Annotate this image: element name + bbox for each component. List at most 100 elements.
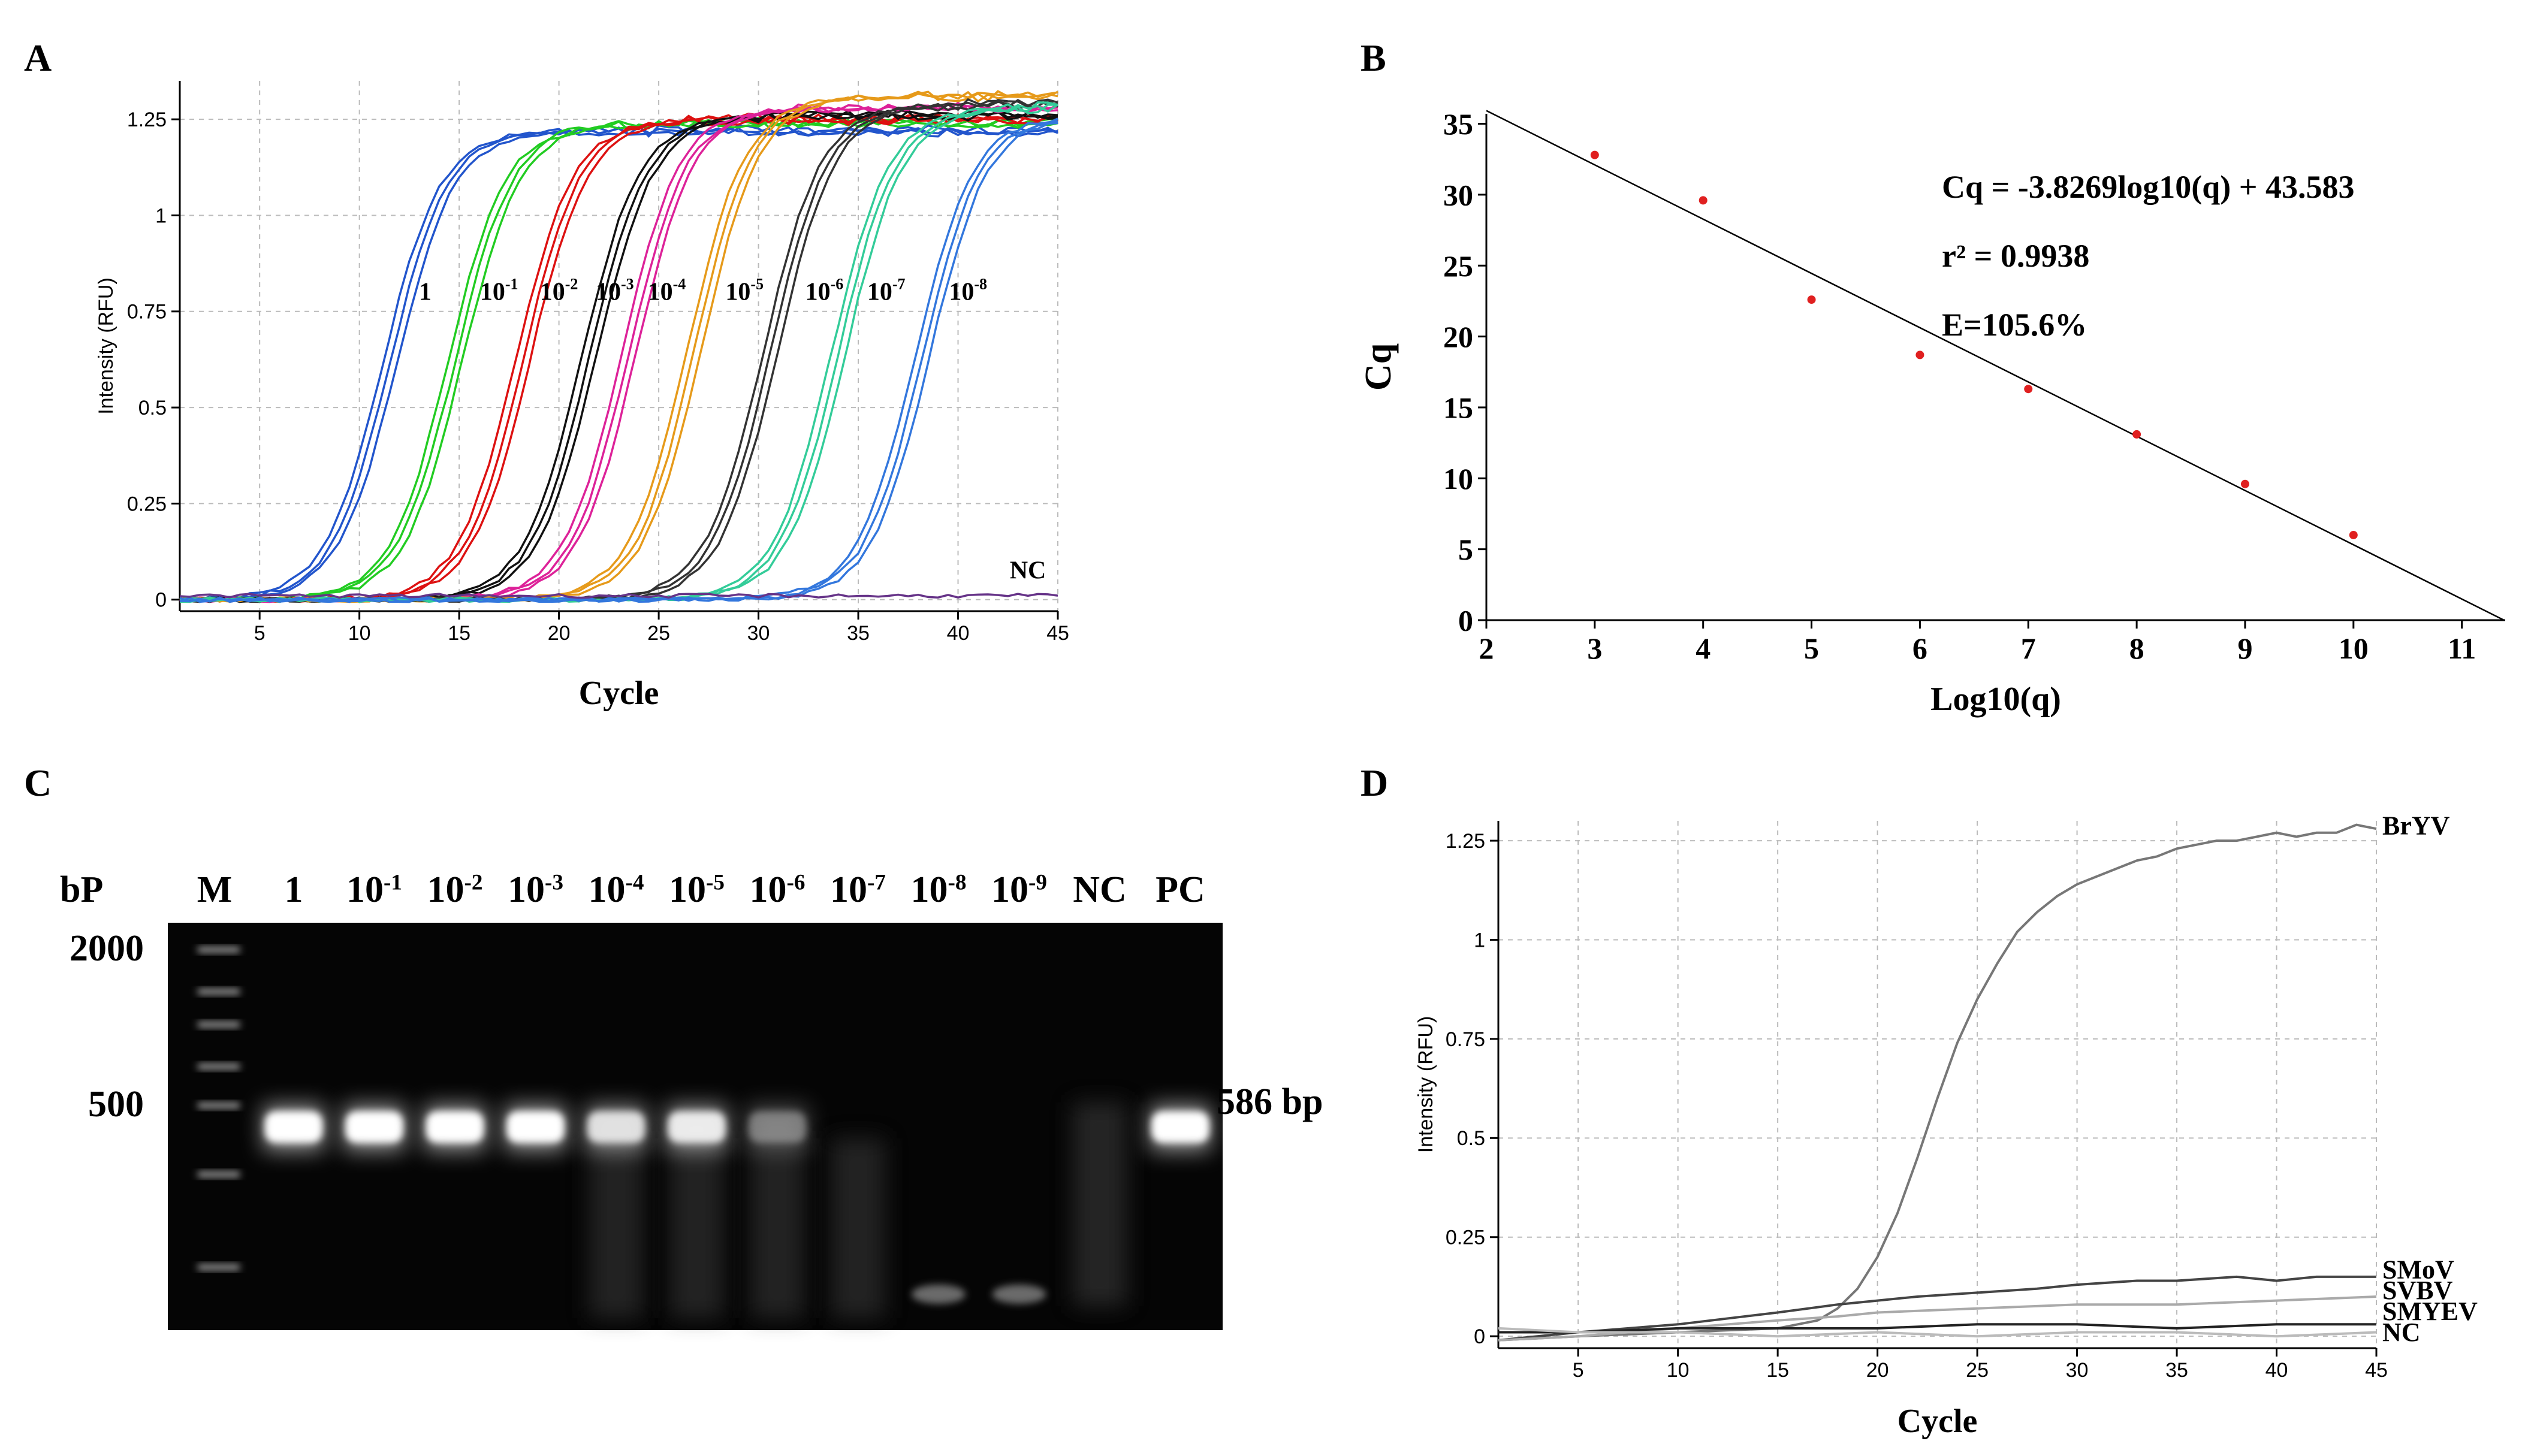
marker-2000-label: 2000 [70, 928, 144, 969]
lane-label: 10-6 [749, 869, 806, 910]
curve-label: 1 [419, 279, 432, 306]
gel-smear [1073, 1102, 1127, 1306]
data-point [1699, 196, 1708, 205]
amplification-curve [179, 104, 1058, 603]
bp-header: bP [60, 869, 104, 910]
x-tick-label: 10 [348, 622, 371, 645]
lane-label: PC [1156, 869, 1205, 910]
gel-smear [589, 1138, 643, 1318]
primer-dimer-band [912, 1285, 966, 1304]
ladder-band [198, 1102, 240, 1108]
amplification-curve [179, 110, 1058, 603]
series-label: NC [2382, 1318, 2421, 1347]
data-point [2024, 385, 2033, 394]
amplification-curve [179, 102, 1058, 603]
gel-band [506, 1111, 565, 1143]
band-size-label: 586 bp [1217, 1082, 1323, 1122]
x-axis-title: Log10(q) [1930, 681, 2061, 718]
ladder-band [198, 947, 240, 953]
ladder-band [198, 1022, 240, 1028]
amplification-curve [1498, 1275, 2376, 1342]
amplification-curve [1498, 1327, 2377, 1338]
series-label: BrYV [2382, 811, 2450, 841]
x-tick-label: 15 [448, 622, 470, 645]
panel-b-standard-curve-chart: 2 3 4 5 6 7 8 9 10 11 0 5 10 15 20 25 30 35 Log10(q) Cq Cq =… [1358, 107, 2505, 718]
lane-label: 10-3 [508, 869, 563, 910]
y-tick-label: 5 [1458, 533, 1473, 566]
series-label: SMoV [2382, 1255, 2454, 1285]
curve-label: 10-8 [949, 276, 987, 306]
x-tick-label: 5 [1573, 1359, 1584, 1382]
data-point [1807, 295, 1816, 304]
amplification-curve [179, 98, 1058, 603]
amplification-curve [179, 117, 1058, 603]
curve-label: 10-7 [867, 276, 906, 306]
amplification-curve [179, 112, 1058, 603]
gel-band [345, 1111, 403, 1143]
y-axis-title: Intensity (RFU) [95, 277, 117, 415]
curve-label: 10-2 [540, 276, 578, 306]
curve-label: 10-4 [648, 276, 686, 306]
data-point [2349, 530, 2358, 539]
amplification-curve [179, 116, 1058, 602]
x-tick-label: 25 [1966, 1359, 1989, 1382]
x-tick-label: 30 [2066, 1359, 2089, 1382]
gel-band [426, 1111, 484, 1143]
y-tick-label: 1 [1474, 929, 1485, 951]
y-tick-label: 0.75 [127, 301, 167, 324]
amplification-curve [179, 90, 1058, 603]
x-tick-label: 35 [2165, 1359, 2188, 1382]
x-tick-label: 3 [1587, 632, 1602, 665]
series-label: SMYEV [2382, 1297, 2478, 1326]
panel-letter-b: B [1360, 37, 1386, 79]
amplification-curve [179, 104, 1058, 603]
ladder-band [198, 1171, 240, 1177]
amplification-curve [179, 101, 1058, 603]
data-point [1590, 150, 1599, 159]
y-tick-label: 0.75 [1446, 1028, 1485, 1051]
amplification-curve [1498, 823, 2377, 1342]
lane-label: 1 [284, 869, 303, 910]
gel-smear [831, 1138, 885, 1318]
x-axis-title: Cycle [579, 675, 659, 712]
y-tick-label: 0 [1474, 1325, 1485, 1348]
x-tick-label: 45 [1046, 622, 1069, 645]
curve-label: 10-5 [725, 276, 764, 306]
x-tick-label: 5 [254, 622, 266, 645]
y-tick-label: 0 [1458, 604, 1473, 638]
lane-label: 10-5 [669, 869, 725, 910]
y-tick-label: 0.25 [1446, 1227, 1485, 1249]
ladder-band [198, 1064, 240, 1070]
ladder-lane-label: M [197, 869, 233, 910]
x-tick-label: 8 [2129, 632, 2144, 665]
equation-annotation: r² = 0.9938 [1942, 238, 2089, 274]
y-tick-label: 15 [1443, 391, 1473, 424]
amplification-curve [179, 108, 1058, 603]
y-tick-label: 20 [1443, 320, 1473, 354]
x-tick-label: 45 [2365, 1359, 2388, 1382]
panel-letter-a: A [24, 37, 52, 79]
x-tick-label: 15 [1766, 1359, 1789, 1382]
panel-letter-c: C [24, 762, 52, 804]
y-tick-label: 1.25 [1446, 830, 1485, 853]
x-axis-title: Cycle [1897, 1403, 1978, 1440]
gel-image [168, 923, 1223, 1330]
x-tick-label: 40 [2265, 1359, 2288, 1382]
data-point [2132, 430, 2141, 439]
amplification-curve [179, 90, 1058, 603]
y-axis-title: Intensity (RFU) [1414, 1016, 1437, 1153]
amplification-curve [179, 117, 1058, 603]
amplification-curve [179, 98, 1058, 603]
x-tick-label: 4 [1696, 632, 1711, 665]
x-tick-label: 9 [2237, 632, 2252, 665]
ladder-band [198, 989, 240, 995]
lane-label: 10-8 [910, 869, 967, 910]
panel-d-specificity-chart: 5 10 15 20 25 30 35 40 45 0 0.25 0.5 0.75 1 1.25 Cycle I… [1414, 811, 2478, 1440]
curve-label: NC [1010, 557, 1046, 584]
y-axis-title: Cq [1358, 343, 1399, 391]
equation-annotation: E=105.6% [1942, 307, 2087, 343]
amplification-curve [179, 110, 1058, 603]
gel-band [1151, 1111, 1209, 1143]
gel-smear [750, 1138, 804, 1318]
amplification-curve [179, 120, 1058, 603]
